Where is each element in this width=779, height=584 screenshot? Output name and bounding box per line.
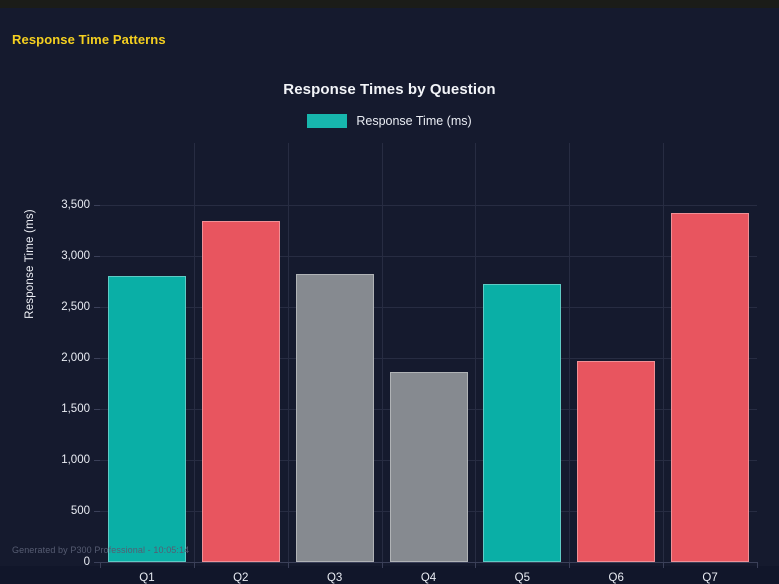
gridline-horizontal [100, 307, 757, 308]
gridline-vertical [194, 143, 195, 562]
x-tick-label: Q3 [326, 572, 343, 584]
footer-generated-by: Generated by P300 Professional - 10:05:1… [12, 545, 190, 555]
x-tick-mark [757, 562, 758, 568]
chart-plot-area: Response Time (ms) 0 500 1,000 1,500 2,000 2,… [12, 62, 767, 584]
bar-q1[interactable] [108, 276, 186, 562]
bar-q6[interactable] [577, 361, 655, 562]
y-tick-mark [94, 205, 100, 206]
chart-legend: Response Time (ms) [12, 114, 767, 128]
x-tick-mark [288, 562, 289, 568]
y-tick-mark [94, 562, 100, 563]
y-tick-mark [94, 358, 100, 359]
y-tick-mark [94, 511, 100, 512]
y-tick-label: 3,500 [61, 199, 90, 211]
gridline-vertical [569, 143, 570, 562]
bar-q3[interactable] [296, 274, 374, 562]
bar-q7[interactable] [671, 213, 749, 562]
x-tick-mark [475, 562, 476, 568]
y-tick-mark [94, 460, 100, 461]
x-tick-mark [100, 562, 101, 568]
y-tick-label: 1,000 [61, 454, 90, 466]
x-tick-label: Q2 [233, 572, 249, 584]
gridline-vertical [382, 143, 383, 562]
x-tick-label: Q6 [608, 572, 624, 584]
chart-title: Response Times by Question [283, 81, 496, 98]
bar-q5[interactable] [483, 283, 561, 562]
top-edge-strip [0, 0, 779, 8]
gridline-horizontal [100, 562, 757, 563]
x-tick-label: Q5 [514, 572, 531, 584]
x-tick-label: Q7 [702, 572, 718, 584]
bar-q2[interactable] [202, 221, 280, 562]
y-tick-mark [94, 409, 100, 410]
legend-swatch-response-time[interactable] [307, 114, 348, 128]
gridline-horizontal [100, 256, 757, 257]
y-tick-label: 3,000 [61, 250, 90, 262]
x-tick-label: Q1 [139, 572, 155, 584]
gridline-vertical [288, 143, 289, 562]
x-tick-mark [194, 562, 195, 568]
y-axis-tick-labels: 0 500 1,000 1,500 2,000 2,500 3,000 3,500 [30, 62, 90, 568]
chart-bars [100, 62, 757, 562]
x-tick-label: Q4 [420, 572, 437, 584]
chart-card: Response Times by Question Response Time… [12, 62, 767, 584]
y-tick-label: 2,000 [61, 352, 90, 364]
y-tick-label: 2,500 [61, 301, 90, 313]
y-tick-label: 500 [70, 505, 90, 517]
gridline-vertical [663, 143, 664, 562]
y-tick-mark [94, 256, 100, 257]
y-tick-mark [94, 307, 100, 308]
page-title: Response Time Patterns [12, 32, 166, 47]
x-tick-mark [569, 562, 570, 568]
gridline-vertical [475, 143, 476, 562]
gridline-horizontal [100, 358, 757, 359]
gridline-horizontal [100, 205, 757, 206]
y-tick-label: 0 [83, 556, 90, 568]
x-tick-mark [382, 562, 383, 568]
bar-q4[interactable] [390, 372, 468, 562]
y-tick-label: 1,500 [61, 403, 90, 415]
x-tick-mark [663, 562, 664, 568]
legend-label-response-time[interactable]: Response Time (ms) [356, 114, 472, 128]
